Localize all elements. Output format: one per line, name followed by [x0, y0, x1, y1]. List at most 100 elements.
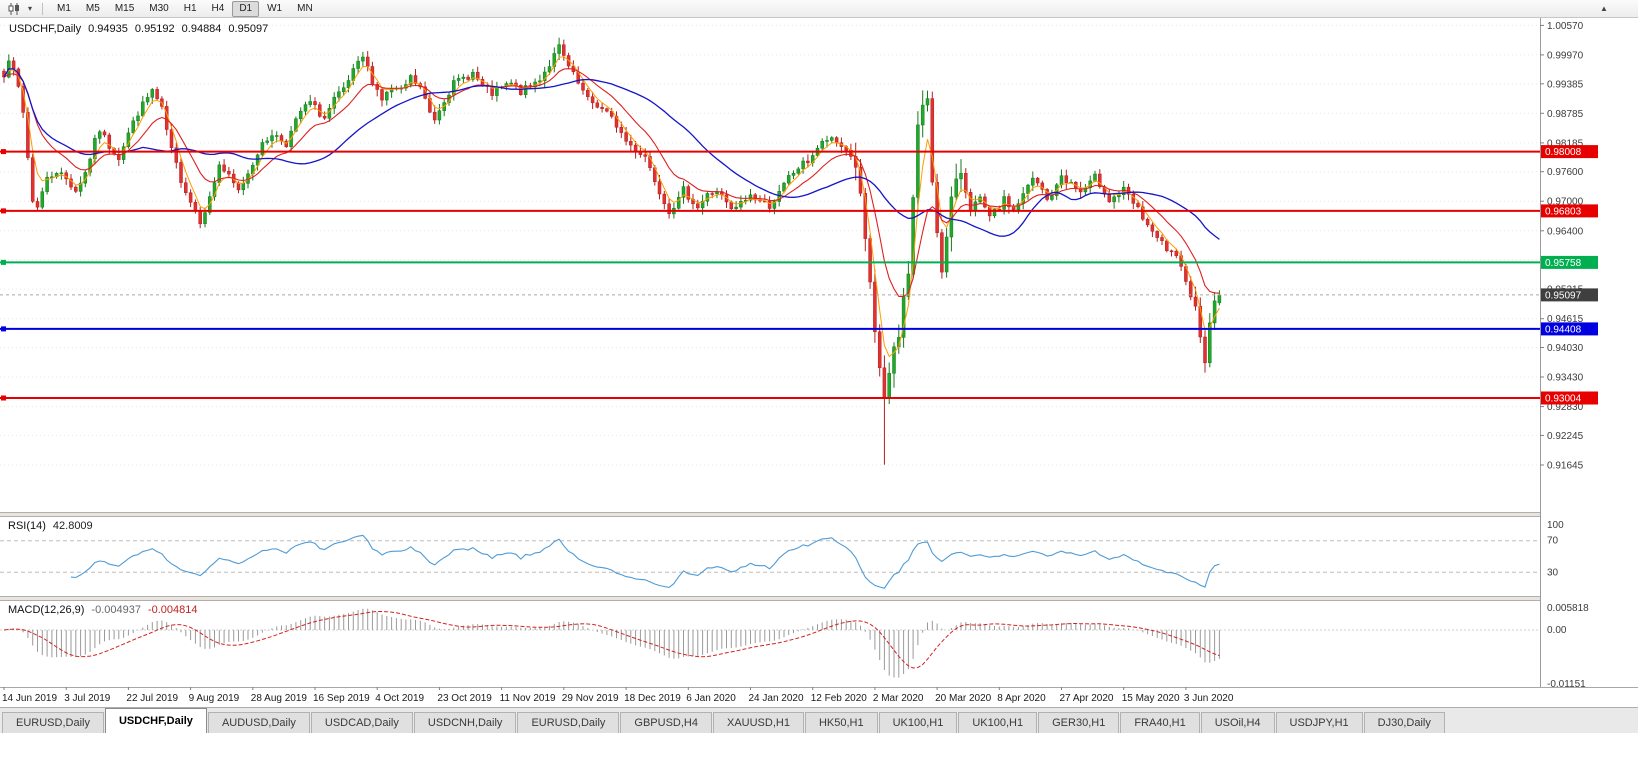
timeframe-buttons: M1 M5 M15 M30 H1 H4 D1 W1 MN	[50, 0, 320, 17]
chart-tab-15-dj30-daily[interactable]: DJ30,Daily	[1363, 712, 1445, 733]
macd-axis-label: -0.01151	[1547, 679, 1586, 690]
chart-tab-5-eurusd-daily[interactable]: EURUSD,Daily	[517, 712, 620, 733]
timeframe-button-mn[interactable]: MN	[297, 2, 313, 14]
date-tick-label: 14 Jun 2019	[2, 693, 57, 704]
panel-splitter-2[interactable]	[0, 596, 1638, 601]
price-tick-label: 1.00570	[1547, 21, 1584, 32]
chart-tab-13-usoil-h4[interactable]: USOil,H4	[1200, 712, 1275, 733]
date-tick-label: 16 Sep 2019	[313, 693, 370, 704]
hline-handle[interactable]	[1, 326, 6, 332]
price-tick-label: 0.99385	[1547, 79, 1584, 90]
date-tick-label: 8 Apr 2020	[997, 693, 1046, 704]
price-tick-label: 0.92245	[1547, 431, 1584, 442]
price-badge-0.95758: 0.95758	[1541, 255, 1598, 269]
price-badge-0.93004: 0.93004	[1541, 391, 1598, 405]
chart-tab-11-ger30-h1[interactable]: GER30,H1	[1038, 712, 1120, 733]
price-gridlines	[0, 24, 1540, 466]
price-badge-0.98008: 0.98008	[1541, 145, 1598, 159]
chart-tab-1-usdchf-daily[interactable]: USDCHF,Daily	[104, 708, 207, 733]
chart-tab-7-xauusd-h1[interactable]: XAUUSD,H1	[712, 712, 804, 733]
macd-histogram	[8, 608, 1220, 678]
rsi-axis-label: 100	[1547, 520, 1564, 531]
price-tick-label: 0.94615	[1547, 314, 1584, 325]
hline-handle[interactable]	[1, 208, 6, 214]
chart-tab-8-hk50-h1[interactable]: HK50,H1	[804, 712, 878, 733]
chart-tab-0-eurusd-daily[interactable]: EURUSD,Daily	[2, 712, 104, 733]
rsi-axis-label: 30	[1547, 567, 1559, 578]
rsi-axis-label: 70	[1547, 536, 1559, 547]
timeframe-button-d1[interactable]: D1	[232, 0, 260, 17]
date-tick-label: 12 Feb 2020	[811, 693, 868, 704]
date-tick-label: 22 Jul 2019	[126, 693, 178, 704]
svg-text:0.96803: 0.96803	[1545, 206, 1582, 217]
macd-axis-label: 0.00	[1547, 625, 1567, 636]
price-tick-label: 0.94030	[1547, 343, 1584, 354]
price-badge-0.94408: 0.94408	[1541, 322, 1598, 336]
toolbar-separator	[42, 2, 43, 15]
chart-tab-14-usdjpy-h1[interactable]: USDJPY,H1	[1275, 712, 1363, 733]
top-toolbar: ▾ M1 M5 M15 M30 H1 H4 D1 W1 MN ▲	[0, 0, 1638, 18]
timeframe-button-w1[interactable]: W1	[267, 2, 283, 14]
date-tick-label: 29 Nov 2019	[562, 693, 619, 704]
chart-tab-4-usdcnh-daily[interactable]: USDCNH,Daily	[413, 712, 517, 733]
chart-tab-12-fra40-h1[interactable]: FRA40,H1	[1120, 712, 1200, 733]
date-tick-label: 2 Mar 2020	[873, 693, 924, 704]
macd-axis-label: 0.005818	[1547, 603, 1589, 614]
hline-handle[interactable]	[1, 395, 6, 401]
svg-text:0.94408: 0.94408	[1545, 324, 1582, 335]
price-tick-label: 0.96400	[1547, 226, 1584, 237]
date-tick-label: 3 Jun 2020	[1184, 693, 1234, 704]
date-tick-label: 9 Aug 2019	[189, 693, 240, 704]
chart-tab-6-gbpusd-h4[interactable]: GBPUSD,H4	[620, 712, 712, 733]
date-tick-label: 28 Aug 2019	[251, 693, 308, 704]
date-tick-label: 27 Apr 2020	[1060, 693, 1114, 704]
macd-signal-line	[3, 611, 1220, 669]
timeframe-button-m5[interactable]: M5	[85, 2, 100, 14]
chart-tab-9-uk100-h1[interactable]: UK100,H1	[878, 712, 958, 733]
chart-tab-3-usdcad-daily[interactable]: USDCAD,Daily	[310, 712, 413, 733]
candlestick-chart-icon[interactable]	[5, 1, 23, 16]
date-tick-label: 24 Jan 2020	[749, 693, 804, 704]
timeframe-button-m1[interactable]: M1	[57, 2, 71, 14]
price-tick-label: 0.92830	[1547, 402, 1584, 413]
panel-splitter-1[interactable]	[0, 512, 1638, 517]
svg-text:0.98008: 0.98008	[1545, 147, 1582, 158]
date-tick-label: 20 Mar 2020	[935, 693, 992, 704]
timeframe-button-m30[interactable]: M30	[149, 2, 169, 14]
date-axis: 14 Jun 2019 3 Jul 2019 22 Jul 2019 9 Aug 20…	[2, 687, 1234, 704]
date-tick-label: 18 Dec 2019	[624, 693, 681, 704]
bottom-strip	[0, 733, 1638, 762]
ma-mid-line	[3, 68, 1220, 297]
date-tick-label: 23 Oct 2019	[437, 693, 492, 704]
timeframe-button-h4[interactable]: H4	[211, 2, 225, 14]
price-tick-label: 0.91645	[1547, 461, 1584, 472]
horizontal-lines[interactable]	[0, 149, 1540, 401]
date-tick-label: 15 May 2020	[1122, 693, 1180, 704]
price-tick-label: 0.99970	[1547, 50, 1584, 61]
price-tick-label: 0.93430	[1547, 373, 1584, 384]
svg-text:0.95097: 0.95097	[1545, 290, 1582, 301]
price-tick-label: 0.97000	[1547, 197, 1584, 208]
chart-tab-10-uk100-h1[interactable]: UK100,H1	[958, 712, 1038, 733]
chart-canvas[interactable]: 14 Jun 2019 3 Jul 2019 22 Jul 2019 9 Aug 20…	[0, 18, 1638, 707]
date-tick-label: 4 Oct 2019	[375, 693, 424, 704]
chart-scroll-up-button[interactable]: ▲	[1600, 3, 1608, 13]
macd-panel	[0, 608, 1540, 678]
price-badge-0.96803: 0.96803	[1541, 204, 1598, 218]
date-tick-label: 11 Nov 2019	[500, 693, 556, 704]
svg-text:0.93004: 0.93004	[1545, 394, 1582, 405]
timeframe-button-h1[interactable]: H1	[183, 2, 197, 14]
price-tick-label: 0.98185	[1547, 138, 1584, 149]
dropdown-caret-icon[interactable]: ▾	[27, 4, 32, 13]
price-tick-label: 0.98785	[1547, 109, 1584, 120]
timeframe-button-m15[interactable]: M15	[114, 2, 135, 14]
rsi-line	[70, 534, 1220, 589]
hline-handle[interactable]	[1, 259, 6, 265]
date-tick-label: 6 Jan 2020	[686, 693, 736, 704]
chart-tab-2-audusd-daily[interactable]: AUDUSD,Daily	[207, 712, 310, 733]
current-price-badge: 0.95097	[1541, 288, 1598, 302]
date-tick-label: 3 Jul 2019	[64, 693, 111, 704]
ma-slow-line	[3, 68, 1220, 240]
price-tick-label: 0.97600	[1547, 167, 1584, 178]
hline-handle[interactable]	[1, 149, 6, 155]
